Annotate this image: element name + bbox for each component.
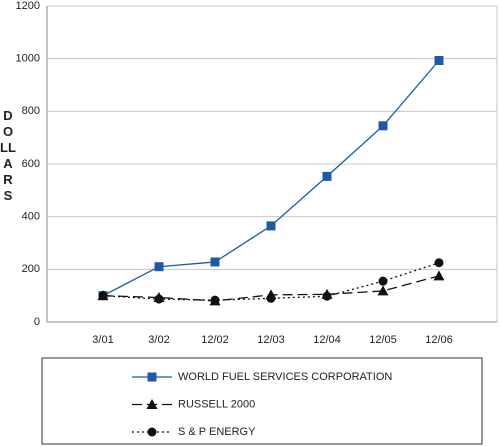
marker — [377, 285, 389, 296]
y-tick-label: 600 — [22, 158, 40, 170]
legend-label: S & P ENERGY — [178, 426, 256, 438]
y-tick-label: 200 — [22, 263, 40, 275]
marker — [378, 276, 388, 286]
y-tick-label: 400 — [22, 211, 40, 223]
marker — [434, 258, 444, 268]
legend-box — [41, 357, 483, 445]
x-tick-label: 3/01 — [92, 334, 113, 346]
x-tick-label: 12/02 — [201, 334, 229, 346]
legend-label: RUSSELL 2000 — [178, 398, 255, 410]
series-line — [102, 60, 440, 297]
marker — [154, 262, 164, 272]
marker — [322, 291, 332, 301]
marker — [210, 295, 220, 305]
x-tick-label: 12/04 — [313, 334, 341, 346]
y-tick-label: 0 — [34, 316, 40, 328]
x-tick-label: 3/02 — [148, 334, 169, 346]
marker — [147, 372, 157, 382]
marker — [154, 294, 164, 304]
marker — [322, 171, 332, 181]
marker — [98, 291, 108, 301]
marker — [433, 270, 445, 281]
y-tick-label: 800 — [22, 105, 40, 117]
marker — [146, 399, 158, 409]
marker — [147, 427, 157, 437]
x-tick-label: 12/03 — [257, 334, 285, 346]
legend-label: WORLD FUEL SERVICES CORPORATION — [178, 371, 392, 383]
marker — [210, 257, 220, 267]
y-axis-label: DOLLARS — [0, 108, 16, 203]
marker — [266, 221, 276, 231]
x-tick-label: 12/06 — [425, 334, 453, 346]
marker — [378, 121, 388, 131]
y-tick-label: 1200 — [16, 0, 40, 12]
marker — [434, 56, 444, 66]
y-tick-label: 1000 — [16, 53, 40, 65]
marker — [266, 293, 276, 303]
x-tick-label: 12/05 — [369, 334, 397, 346]
